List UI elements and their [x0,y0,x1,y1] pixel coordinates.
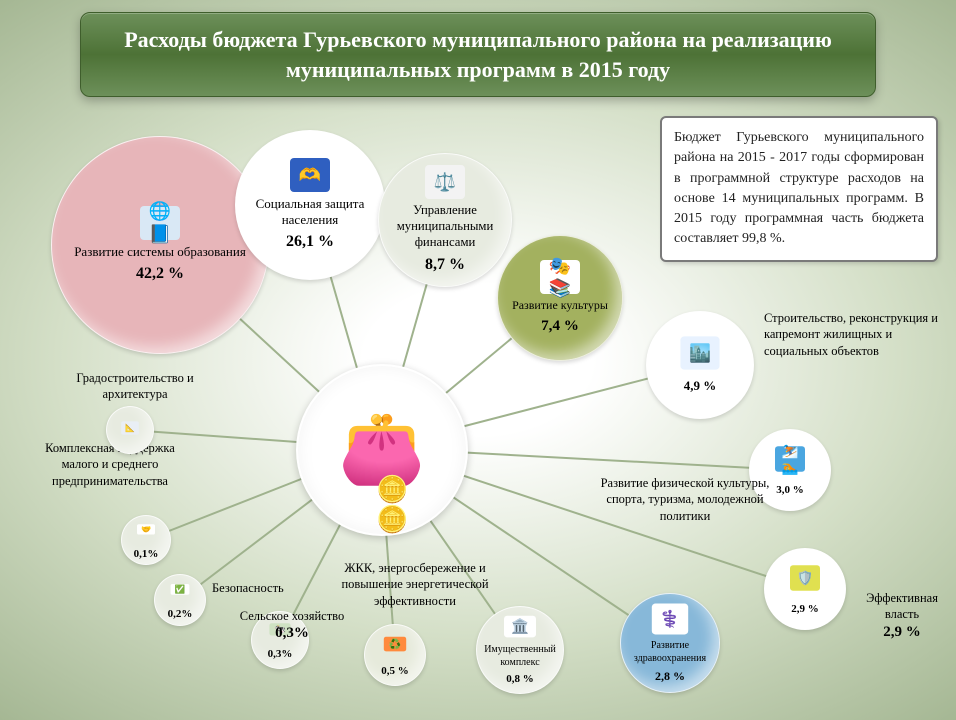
power-value-ext: 2,9 % [852,623,952,643]
sport-value: 3,0 % [776,484,804,498]
education-label: Развитие системы образования [74,244,246,260]
ext-label-energy: ЖКК, энергосбережение и повышение энерге… [320,560,510,609]
finance-value: 8,7 % [425,255,465,275]
ext-label-sme: Комплексная поддержка малого и среднего … [35,440,185,489]
health-label: Развитие здравоохранения [627,640,713,665]
energy-icon: ♻️ [384,637,406,652]
power-value: 2,9 % [791,603,819,617]
center-hub: 👛🪙🪙 [296,364,468,536]
energy-value: 0,5 % [381,665,409,679]
education-icon: 🌐📘 [140,206,180,240]
bubble-safety: ✅ 0,2% [154,574,206,626]
health-value: 2,8 % [655,669,685,684]
property-label: Имущественный комплекс [483,644,557,669]
construction-icon: 🏙️ [680,336,719,369]
info-text: Бюджет Гурьевского муниципального района… [674,130,924,246]
social-label: Социальная защита населения [243,196,378,229]
bubble-social: 🫶 Социальная защита населения 26,1 % [235,130,385,280]
sport-icon: ⛷️🏊 [775,446,805,472]
culture-label: Развитие культуры [512,298,608,313]
culture-value: 7,4 % [541,317,579,336]
finance-icon: ⚖️ [425,165,465,199]
agriculture-value: 0,3% [268,648,293,662]
bubble-energy: ♻️ 0,5 % [364,624,426,686]
bubble-property: 🏛️ Имущественный комплекс 0,8 % [476,606,564,694]
bubble-power: 🛡️ 2,9 % [764,548,846,630]
info-box: Бюджет Гурьевского муниципального района… [660,116,938,262]
finance-label: Управление муниципальными финансами [385,203,505,251]
ext-label-safety: Безопасность [212,580,302,596]
safety-icon: ✅ [171,584,190,595]
ext-label-agriculture: Сельское хозяйство0,3% [222,608,362,644]
title-banner: Расходы бюджета Гурьевского муниципально… [80,12,876,97]
health-icon: ⚕️ [652,604,688,635]
education-value: 42,2 % [136,264,184,284]
ext-label-power: Эффективная власть2,9 % [852,590,952,642]
power-icon: 🛡️ [790,565,820,591]
social-value: 26,1 % [286,232,334,252]
sme-value: 0,1% [134,548,159,562]
social-icon: 🫶 [290,158,330,192]
ext-label-sport: Развитие физической культуры, спорта, ту… [595,475,775,524]
ext-label-urban: Градостроительство и архитектура [60,370,210,403]
bubble-culture: 🎭📚 Развитие культуры 7,4 % [497,235,623,361]
ext-label-construction: Строительство, реконструкция и капремонт… [764,310,944,359]
bubble-finance: ⚖️ Управление муниципальными финансами 8,7… [378,153,512,287]
sme-icon: 🤝 [137,524,155,534]
bubble-education: 🌐📘 Развитие системы образования 42,2 % [51,136,269,354]
agriculture-value-ext: 0,3% [222,624,362,644]
title-text: Расходы бюджета Гурьевского муниципально… [124,27,832,82]
safety-value: 0,2% [168,608,193,622]
property-value: 0,8 % [506,673,534,687]
construction-value: 4,9 % [684,378,716,394]
purse-icon: 👛🪙🪙 [338,415,425,485]
bubble-urban: 📐 [106,406,154,454]
bubble-sme: 🤝 0,1% [121,515,171,565]
urban-icon: 📐 [121,421,139,434]
culture-icon: 🎭📚 [540,260,580,294]
bubble-construction: 🏙️ 4,9 % [646,311,754,419]
property-icon: 🏛️ [504,616,536,638]
stage: Расходы бюджета Гурьевского муниципально… [0,0,956,720]
bubble-health: ⚕️ Развитие здравоохранения 2,8 % [620,593,720,693]
